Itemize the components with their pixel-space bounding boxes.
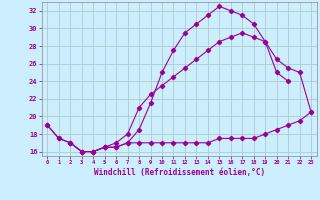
X-axis label: Windchill (Refroidissement éolien,°C): Windchill (Refroidissement éolien,°C): [94, 168, 265, 177]
